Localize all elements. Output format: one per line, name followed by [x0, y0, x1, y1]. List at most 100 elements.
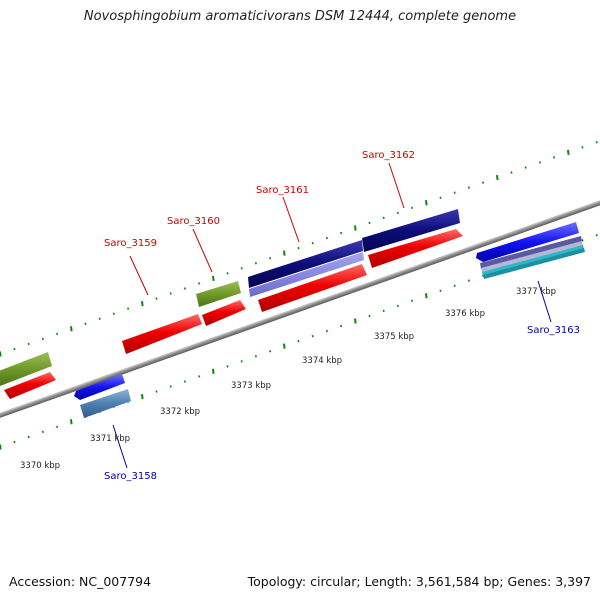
- label-leaders: [112, 162, 552, 469]
- ruler-minor-tick: [524, 166, 527, 169]
- ruler-major-tick: [354, 318, 357, 324]
- ruler-major-tick: [141, 393, 144, 400]
- ruler-minor-tick: [98, 317, 101, 320]
- ruler-minor-tick: [368, 221, 371, 225]
- gene-saro-3159: [122, 314, 202, 354]
- gene-label-saro-3161: Saro_3161: [256, 185, 309, 196]
- ruler-minor-tick: [84, 322, 87, 325]
- gene-saro-3161-red: [258, 264, 367, 312]
- ruler-minor-tick: [183, 287, 186, 290]
- ruler-minor-tick: [112, 312, 115, 315]
- ruler-major-tick: [354, 225, 357, 231]
- genes-reverse: [74, 222, 585, 418]
- ruler-minor-tick: [411, 299, 414, 303]
- ruler-minor-tick: [13, 440, 16, 444]
- ruler-minor-tick: [41, 337, 44, 341]
- ruler-major-tick: [567, 149, 570, 155]
- ruler-minor-tick: [169, 292, 172, 295]
- genes-forward: [0, 209, 463, 399]
- ruler-minor-tick: [553, 156, 556, 159]
- ruler-major-tick: [70, 419, 73, 425]
- tick-label: 3371 kbp: [90, 434, 130, 444]
- ruler-minor-tick: [411, 206, 414, 210]
- gene-saro-3163-stripe3: [482, 245, 584, 276]
- ruler-minor-tick: [340, 231, 343, 235]
- gene-block: [4, 372, 56, 399]
- ruler-minor-tick: [155, 297, 158, 300]
- ruler-minor-tick: [27, 342, 30, 346]
- ruler-minor-tick: [254, 262, 257, 265]
- gene-label-saro-3158: Saro_3158: [104, 471, 157, 482]
- gene-saro-3161: [248, 240, 363, 288]
- ruler-minor-tick: [439, 289, 442, 292]
- tick-label: 3374 kbp: [302, 356, 342, 366]
- ruler-minor-tick: [41, 430, 44, 434]
- ruler-minor-tick: [453, 191, 456, 194]
- ruler-minor-tick: [340, 324, 343, 328]
- ruler-minor-tick: [169, 385, 172, 388]
- ruler-minor-tick: [382, 309, 385, 313]
- gene-saro-3163-stripe4: [483, 248, 585, 279]
- gene-label-saro-3159: Saro_3159: [104, 238, 157, 249]
- ruler-minor-tick: [595, 141, 598, 144]
- gene-saro-3163-stripe2: [481, 241, 583, 273]
- ruler-major-tick: [70, 326, 73, 332]
- ruler-minor-tick: [581, 146, 584, 149]
- ruler-minor-tick: [226, 365, 229, 368]
- gene-saro-3160: [196, 281, 241, 307]
- ruler-minor-tick: [467, 186, 470, 189]
- gene-saro-3158-steel: [80, 389, 131, 418]
- backbone: [0, 165, 600, 451]
- ruler-minor-tick: [311, 241, 314, 245]
- ruler-minor-tick: [269, 256, 272, 260]
- ruler-minor-tick: [453, 284, 456, 287]
- ruler-minor-tick: [439, 196, 442, 199]
- accession-text: Accession: NC_007794: [9, 574, 152, 589]
- ruler-minor-tick: [368, 314, 371, 318]
- genome-title: Novosphingobium aromaticivorans DSM 1244…: [83, 9, 517, 24]
- ruler-major-tick: [283, 343, 286, 349]
- ruler-minor-tick: [56, 332, 59, 336]
- ruler-minor-tick: [538, 161, 541, 164]
- ruler-minor-tick: [56, 425, 59, 429]
- ruler-major-tick: [283, 250, 286, 256]
- gene-block: [0, 352, 52, 386]
- tick-label: 3373 kbp: [231, 381, 271, 391]
- gene-saro-3163-stripe1: [480, 236, 582, 269]
- ruler-minor-tick: [27, 435, 30, 439]
- ruler-major-tick: [212, 368, 215, 375]
- ruler-minor-tick: [198, 282, 201, 285]
- ruler-minor-tick: [226, 272, 229, 275]
- tick-label: 3375 kbp: [374, 332, 414, 342]
- ruler-major-tick: [0, 444, 2, 450]
- ruler-major-tick: [425, 293, 428, 299]
- ruler-minor-tick: [155, 390, 158, 393]
- ruler-minor-tick: [254, 355, 257, 358]
- ruler-minor-tick: [127, 307, 130, 310]
- ruler-minor-tick: [269, 349, 272, 353]
- ruler-minor-tick: [325, 236, 328, 240]
- ruler-minor-tick: [240, 267, 243, 270]
- ruler-minor-tick: [396, 304, 399, 308]
- ruler-minor-tick: [297, 246, 300, 250]
- ruler-minor-tick: [581, 239, 584, 242]
- gene-label-saro-3160: Saro_3160: [167, 216, 220, 227]
- ruler-minor-tick: [482, 181, 485, 184]
- gene-saro-3160-red: [202, 300, 246, 326]
- ruler-minor-tick: [198, 375, 201, 378]
- tick-label: 3370 kbp: [20, 461, 60, 471]
- ruler-major-tick: [212, 275, 215, 282]
- ruler-minor-tick: [311, 334, 314, 338]
- ruler-major-tick: [496, 174, 499, 181]
- ruler-minor-tick: [510, 171, 513, 174]
- ruler-major-tick: [141, 300, 144, 307]
- gene-saro-3158: [74, 374, 125, 400]
- ruler-minor-tick: [467, 279, 470, 282]
- ruler-minor-tick: [595, 234, 598, 237]
- ruler-major-tick: [425, 200, 428, 206]
- gene-saro-3162-red: [368, 229, 463, 268]
- genome-info-text: Topology: circular; Length: 3,561,584 bp…: [247, 574, 591, 589]
- ruler-minor-tick: [325, 329, 328, 333]
- gene-label-saro-3163: Saro_3163: [527, 325, 580, 336]
